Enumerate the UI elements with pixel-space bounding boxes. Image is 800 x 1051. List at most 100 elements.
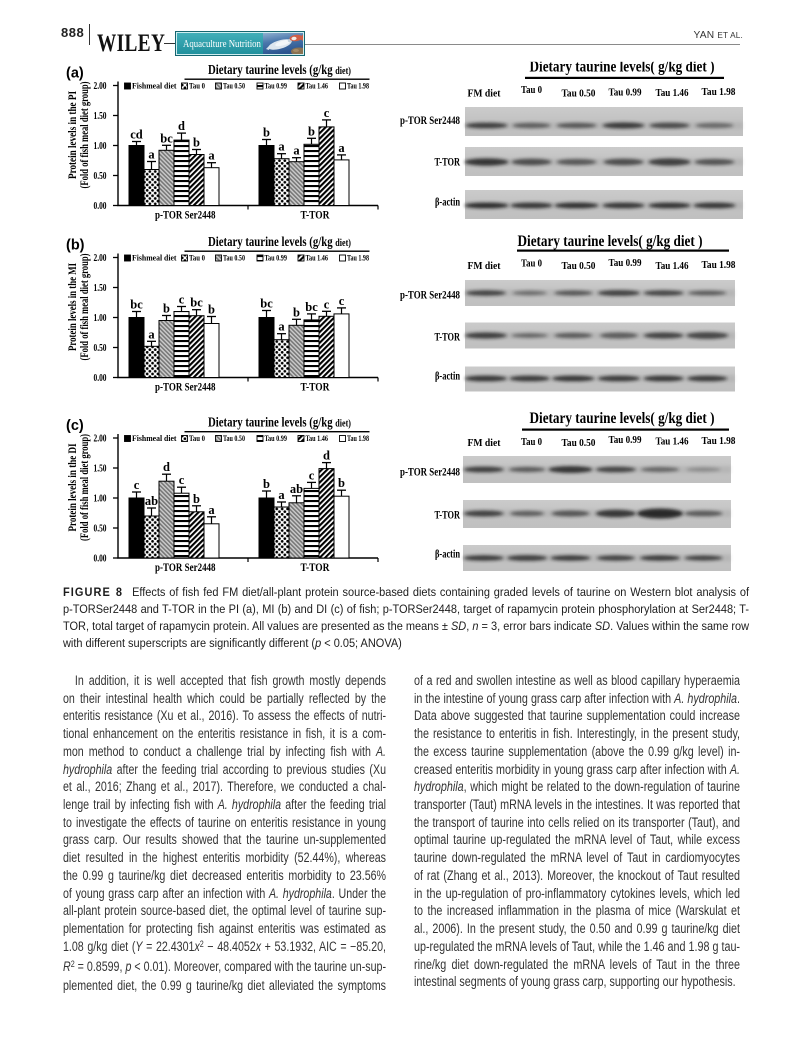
svg-text:c: c [309, 468, 315, 482]
svg-text:b: b [193, 492, 200, 506]
svg-text:b: b [308, 124, 315, 138]
svg-text:Tau 0.50: Tau 0.50 [223, 81, 245, 91]
svg-text:Fishmeal diet: Fishmeal diet [132, 433, 177, 443]
svg-text:(Fold of fish meal diet group): (Fold of fish meal diet group) [79, 434, 91, 541]
svg-text:b: b [263, 126, 270, 140]
svg-text:Tau 1.46: Tau 1.46 [656, 260, 689, 272]
svg-text:a: a [208, 503, 215, 517]
svg-text:1.50: 1.50 [94, 463, 107, 474]
svg-text:2.00: 2.00 [94, 433, 107, 444]
svg-text:Tau 0: Tau 0 [521, 84, 542, 96]
svg-text:p-TOR Ser2448: p-TOR Ser2448 [400, 115, 460, 127]
svg-text:Tau 1.98: Tau 1.98 [702, 435, 736, 447]
svg-text:Dietary taurine levels( g/kg d: Dietary taurine levels( g/kg diet ) [530, 59, 715, 76]
svg-text:Tau 0: Tau 0 [521, 258, 542, 270]
svg-text:p-TOR Ser2448: p-TOR Ser2448 [400, 467, 460, 479]
svg-text:Tau 0.50: Tau 0.50 [562, 437, 596, 449]
svg-text:Tau 1.46: Tau 1.46 [306, 81, 329, 91]
svg-text:ab: ab [290, 482, 303, 496]
svg-text:T-TOR: T-TOR [301, 209, 331, 221]
svg-text:a: a [208, 149, 215, 163]
svg-text:a: a [338, 141, 345, 155]
svg-text:0.50: 0.50 [94, 523, 107, 534]
svg-text:Tau 1.46: Tau 1.46 [656, 87, 689, 99]
svg-text:Tau 1.46: Tau 1.46 [656, 436, 689, 448]
svg-text:0.50: 0.50 [94, 171, 107, 182]
svg-text:β-actin: β-actin [435, 371, 460, 383]
svg-text:Tau 1.98: Tau 1.98 [347, 81, 369, 91]
svg-text:bc: bc [305, 300, 318, 314]
svg-text:bc: bc [130, 298, 143, 312]
svg-text:0.50: 0.50 [94, 343, 107, 354]
svg-text:c: c [324, 297, 330, 311]
svg-text:(Fold of fish meal diet group): (Fold of fish meal diet group) [79, 81, 91, 188]
svg-text:Tau 0.99: Tau 0.99 [609, 87, 642, 99]
svg-text:FM diet: FM diet [468, 437, 501, 449]
svg-text:b: b [208, 303, 215, 317]
svg-text:Tau 1.98: Tau 1.98 [702, 259, 736, 271]
svg-text:0.00: 0.00 [94, 201, 107, 212]
svg-text:a: a [148, 327, 155, 341]
svg-text:Dietary taurine levels (g/kg d: Dietary taurine levels (g/kg diet) [208, 235, 351, 250]
svg-text:Tau 1.98: Tau 1.98 [347, 433, 369, 443]
svg-text:a: a [278, 488, 285, 502]
svg-text:b: b [263, 477, 270, 491]
svg-text:β-actin: β-actin [435, 197, 460, 209]
svg-text:Dietary taurine levels (g/kg d: Dietary taurine levels (g/kg diet) [208, 63, 351, 78]
svg-text:0.00: 0.00 [94, 553, 107, 564]
svg-text:Protein levels in the PI: Protein levels in the PI [67, 91, 79, 179]
svg-text:p-TOR Ser2448: p-TOR Ser2448 [400, 290, 460, 302]
svg-text:cd: cd [130, 128, 143, 142]
svg-text:a: a [148, 148, 155, 162]
svg-text:Tau 0.99: Tau 0.99 [609, 434, 642, 446]
svg-text:Tau 0.99: Tau 0.99 [265, 81, 288, 91]
svg-text:1.00: 1.00 [94, 493, 107, 504]
svg-text:Dietary taurine levels( g/kg d: Dietary taurine levels( g/kg diet ) [530, 410, 715, 427]
svg-text:Fishmeal diet: Fishmeal diet [132, 81, 177, 91]
svg-text:a: a [293, 144, 300, 158]
svg-text:Tau 1.98: Tau 1.98 [347, 253, 369, 263]
svg-text:2.00: 2.00 [94, 253, 107, 264]
svg-text:1.00: 1.00 [94, 141, 107, 152]
svg-text:β-actin: β-actin [435, 549, 460, 561]
svg-text:a: a [278, 140, 285, 154]
svg-text:T-TOR: T-TOR [435, 157, 461, 169]
svg-text:(Fold of fish meal diet group): (Fold of fish meal diet group) [79, 253, 91, 360]
svg-text:c: c [134, 478, 140, 492]
svg-text:p-TOR Ser2448: p-TOR Ser2448 [155, 562, 216, 574]
svg-text:(b): (b) [66, 238, 85, 254]
svg-text:Tau 1.98: Tau 1.98 [702, 86, 736, 98]
svg-text:b: b [293, 305, 300, 319]
svg-text:Tau 0.50: Tau 0.50 [562, 260, 596, 272]
svg-text:bc: bc [160, 131, 173, 145]
svg-text:c: c [179, 473, 185, 487]
svg-text:d: d [178, 119, 185, 133]
svg-text:d: d [323, 449, 330, 463]
svg-text:Tau 1.46: Tau 1.46 [306, 253, 329, 263]
svg-text:Tau 0: Tau 0 [189, 433, 205, 443]
svg-text:Tau 0.99: Tau 0.99 [609, 257, 642, 269]
svg-text:bc: bc [190, 296, 203, 310]
svg-text:Tau 0.99: Tau 0.99 [265, 253, 288, 263]
svg-text:1.00: 1.00 [94, 313, 107, 324]
svg-text:c: c [339, 294, 345, 308]
svg-text:p-TOR Ser2448: p-TOR Ser2448 [155, 209, 216, 221]
svg-text:FM diet: FM diet [468, 260, 501, 272]
svg-text:b: b [193, 136, 200, 150]
svg-text:Protein levels in the DI: Protein levels in the DI [67, 444, 79, 532]
svg-text:T-TOR: T-TOR [301, 381, 331, 393]
svg-text:a: a [278, 320, 285, 334]
svg-text:Tau 0: Tau 0 [521, 436, 542, 448]
svg-text:b: b [338, 476, 345, 490]
svg-text:bc: bc [260, 297, 273, 311]
svg-text:Dietary taurine levels( g/kg d: Dietary taurine levels( g/kg diet ) [518, 233, 703, 250]
svg-text:2.00: 2.00 [94, 81, 107, 92]
svg-text:Fishmeal diet: Fishmeal diet [132, 253, 177, 263]
svg-text:Protein levels in the MI: Protein levels in the MI [67, 263, 79, 351]
svg-text:(a): (a) [66, 66, 84, 82]
svg-text:p-TOR Ser2448: p-TOR Ser2448 [155, 381, 216, 393]
svg-text:c: c [179, 293, 185, 307]
svg-text:T-TOR: T-TOR [301, 562, 331, 574]
svg-text:(c): (c) [66, 418, 84, 434]
svg-text:Tau 0: Tau 0 [189, 253, 205, 263]
